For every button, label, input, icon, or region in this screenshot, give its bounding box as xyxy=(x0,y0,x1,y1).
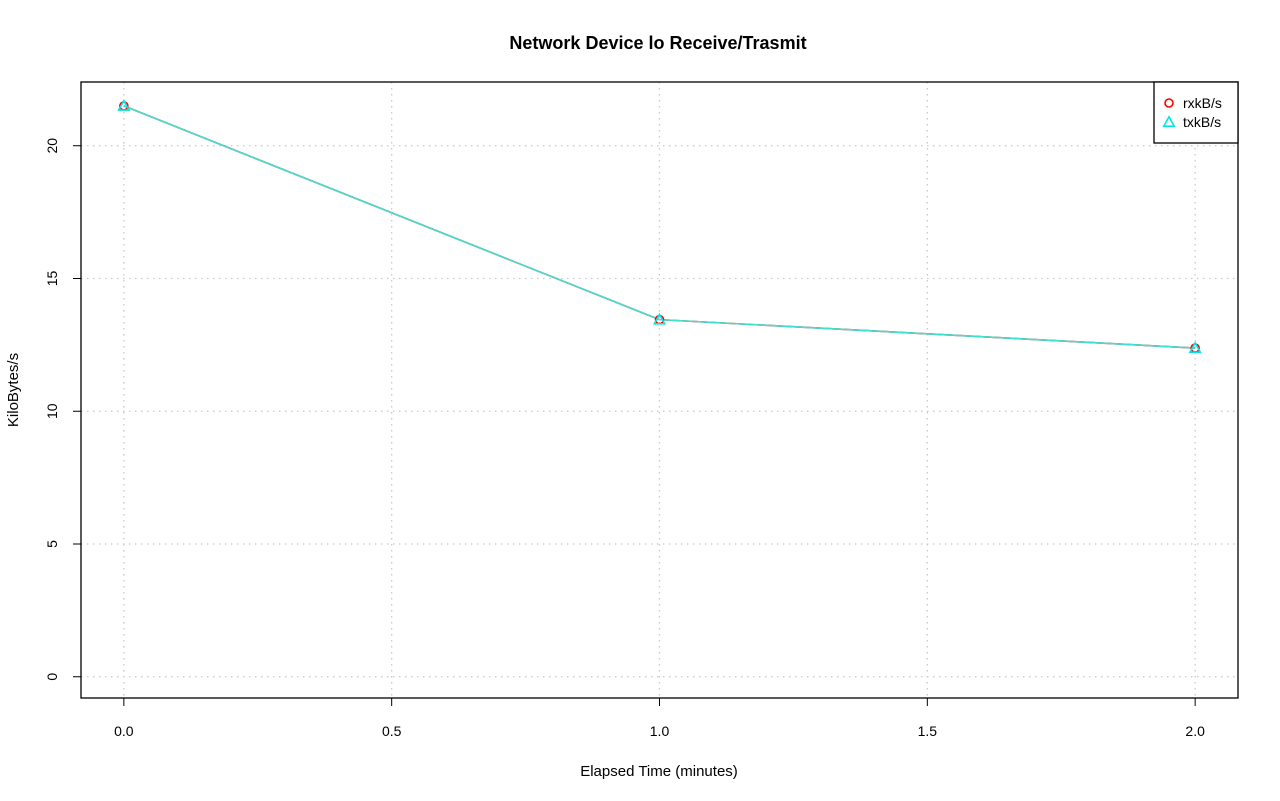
data-points xyxy=(117,99,1202,354)
x-axis-label: Elapsed Time (minutes) xyxy=(580,763,738,780)
legend-marker-txkB/s xyxy=(1162,115,1176,127)
legend: rxkB/s txkB/s xyxy=(1153,81,1239,144)
grid xyxy=(81,82,1238,698)
x-tick-label: 2.0 xyxy=(1185,723,1205,739)
y-tick-label: 0 xyxy=(44,673,60,681)
series-lines xyxy=(123,105,1196,349)
legend-label: txkB/s xyxy=(1183,114,1221,130)
y-axis-label: KiloBytes/s xyxy=(5,353,22,427)
legend-label: rxkB/s xyxy=(1183,95,1222,111)
data-point-txkB/s xyxy=(117,99,131,111)
series-line-txkB/s xyxy=(123,105,1196,349)
y-tick-label: 5 xyxy=(44,540,60,548)
y-axis: 0 5 10 15 20 xyxy=(44,138,82,681)
data-point-txkB/s xyxy=(652,312,667,325)
y-tick-label: 15 xyxy=(44,270,60,286)
chart-title: Network Device lo Receive/Trasmit xyxy=(509,33,806,53)
legend-box xyxy=(1153,81,1239,144)
legend-marker-rxkB/s xyxy=(1164,98,1174,108)
y-tick-label: 10 xyxy=(44,403,60,419)
x-tick-label: 0.5 xyxy=(382,723,402,739)
y-tick-label: 20 xyxy=(44,138,60,154)
x-tick-label: 0.0 xyxy=(114,723,134,739)
x-tick-label: 1.0 xyxy=(650,723,670,739)
plot-frame xyxy=(80,81,1239,699)
x-axis: 0.0 0.5 1.0 1.5 2.0 xyxy=(114,697,1205,739)
data-point-txkB/s xyxy=(1188,341,1202,354)
x-tick-label: 1.5 xyxy=(918,723,938,739)
